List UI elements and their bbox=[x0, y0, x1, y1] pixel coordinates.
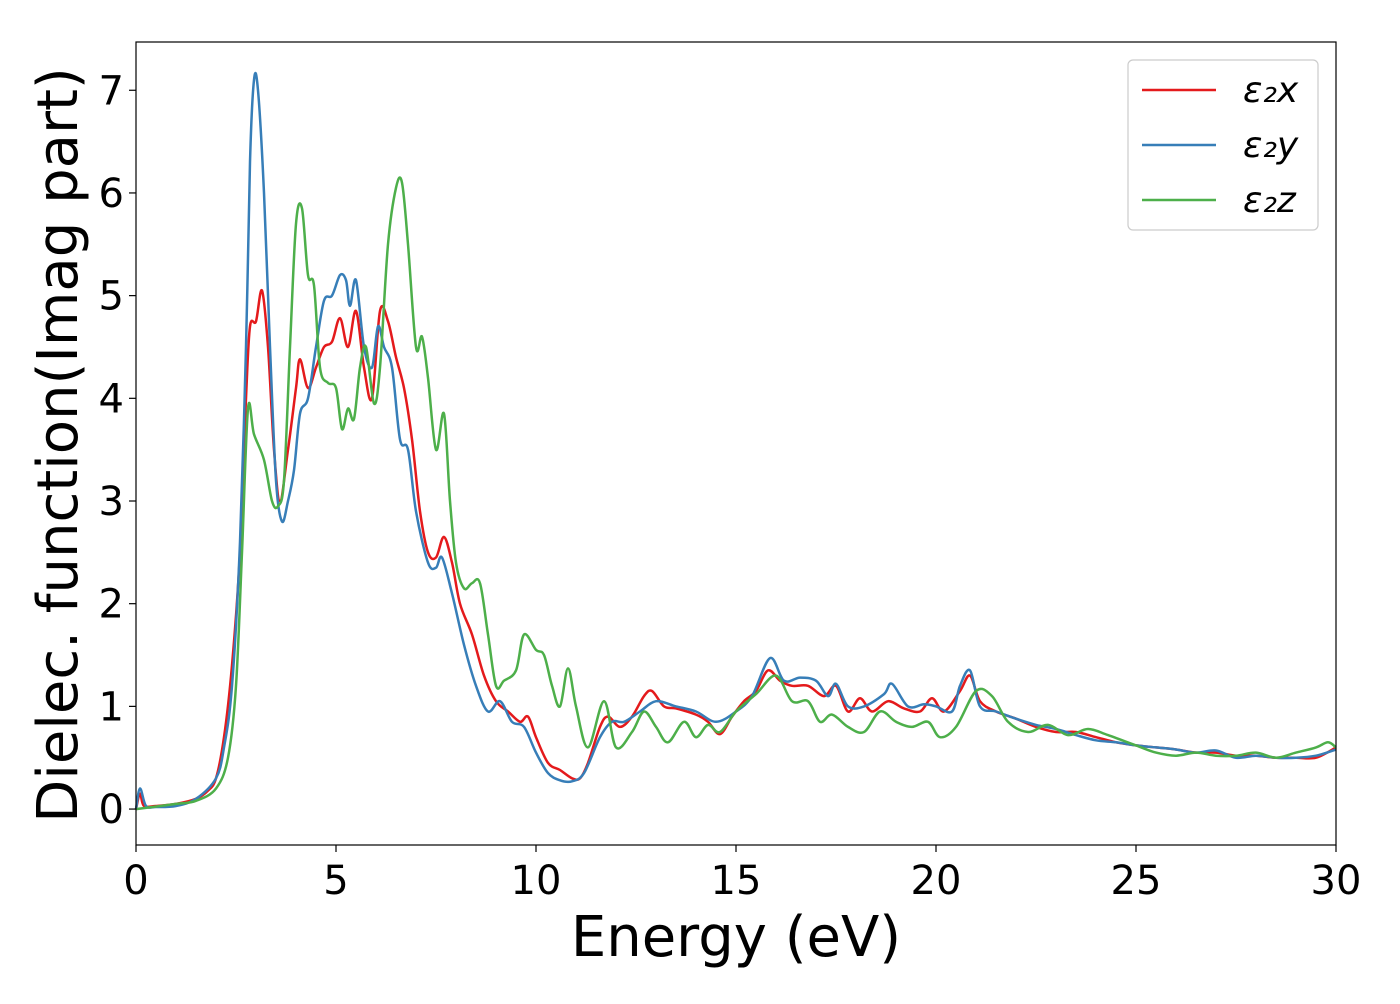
series-line-2 bbox=[134, 71, 1337, 810]
x-axis-label: Energy (eV) bbox=[571, 905, 901, 970]
legend-label: ε₂z bbox=[1243, 180, 1297, 221]
y-tick-label: 6 bbox=[99, 171, 124, 217]
y-tick-label: 4 bbox=[99, 376, 124, 422]
y-tick-label: 1 bbox=[99, 684, 124, 730]
x-tick-label: 20 bbox=[911, 858, 962, 904]
y-tick-label: 5 bbox=[99, 274, 124, 320]
y-tick-label: 7 bbox=[99, 68, 124, 114]
y-axis-label: Dielec. function(Imag part) bbox=[26, 67, 91, 823]
x-axis: 0 5 10 15 20 25 30 bbox=[123, 845, 1361, 904]
x-tick-label: 0 bbox=[123, 858, 148, 904]
legend-label: ε₂y bbox=[1243, 125, 1299, 166]
x-tick-label: 15 bbox=[711, 858, 762, 904]
legend: ε₂x ε₂y ε₂z bbox=[1127, 59, 1319, 231]
y-tick-label: 3 bbox=[99, 479, 124, 525]
legend-label: ε₂x bbox=[1243, 70, 1299, 111]
x-tick-label: 10 bbox=[511, 858, 562, 904]
series-layer bbox=[134, 71, 1337, 811]
x-tick-label: 5 bbox=[323, 858, 348, 904]
y-axis: 0 1 2 3 4 5 6 7 bbox=[99, 68, 136, 833]
series-line-1 bbox=[134, 289, 1337, 810]
x-tick-label: 25 bbox=[1111, 858, 1162, 904]
series-line-3 bbox=[135, 176, 1337, 811]
legend-box bbox=[1127, 59, 1319, 231]
y-tick-label: 0 bbox=[99, 787, 124, 833]
y-tick-label: 2 bbox=[99, 582, 124, 628]
x-tick-label: 30 bbox=[1311, 858, 1362, 904]
